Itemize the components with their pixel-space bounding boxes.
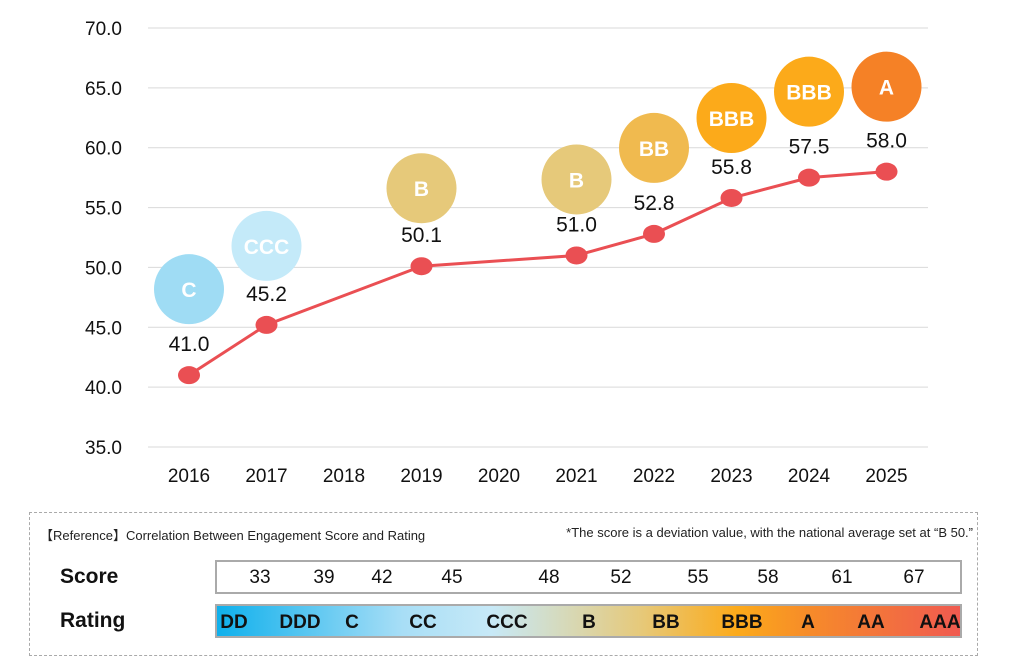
rating-bubble-label: CCC xyxy=(244,236,290,259)
rating-bubble-label: B xyxy=(569,169,584,192)
rating-value: A xyxy=(801,612,815,633)
data-point xyxy=(565,246,588,265)
score-value: 55 xyxy=(687,567,709,588)
rating-bubble-label: A xyxy=(879,77,894,100)
score-value: 67 xyxy=(903,567,925,588)
score-row-label: Score xyxy=(60,565,119,588)
score-value: 39 xyxy=(313,567,335,588)
rating-bubble-label: BB xyxy=(639,138,669,161)
data-point xyxy=(798,168,820,187)
score-value: 61 xyxy=(831,567,853,588)
x-tick-label: 2016 xyxy=(168,466,210,487)
score-value: 58 xyxy=(757,567,779,588)
rating-bubble-label: BBB xyxy=(786,82,832,105)
data-point xyxy=(720,188,743,207)
data-labels: 41.0 45.2 50.1 51.0 52.8 55.8 57.5 58.0 xyxy=(169,130,907,357)
y-tick-label: 35.0 xyxy=(85,438,122,459)
data-label: 52.8 xyxy=(634,192,675,215)
score-value: 52 xyxy=(610,567,632,588)
score-value: 45 xyxy=(441,567,463,588)
score-value: 48 xyxy=(538,567,560,588)
rating-value: C xyxy=(345,612,359,633)
x-tick-label: 2022 xyxy=(633,466,675,487)
rating-bubble-label: C xyxy=(181,279,196,302)
x-tick-label: 2025 xyxy=(865,466,907,487)
y-tick-label: 60.0 xyxy=(85,139,122,160)
rating-value: B xyxy=(582,612,596,633)
x-tick-label: 2024 xyxy=(788,466,831,487)
rating-value: DD xyxy=(220,612,248,633)
score-value: 33 xyxy=(249,567,271,588)
y-tick-label: 45.0 xyxy=(85,318,122,339)
rating-bubble xyxy=(851,51,922,122)
line-chart: 70.065.060.055.050.045.040.035.0 2016 201… xyxy=(85,19,928,487)
rating-value: BBB xyxy=(721,612,763,633)
rating-bubble xyxy=(154,254,224,325)
x-tick-label: 2018 xyxy=(323,466,365,487)
rating-bubble xyxy=(696,82,767,153)
y-tick-label: 70.0 xyxy=(85,19,122,40)
score-series xyxy=(178,162,898,385)
x-axis-ticks: 2016 2017 2018 2019 2020 2021 2022 2023 2024 2025 xyxy=(168,466,908,487)
data-label: 50.1 xyxy=(401,224,442,247)
data-label: 57.5 xyxy=(789,136,830,159)
rating-value: BB xyxy=(652,612,680,633)
data-label: 51.0 xyxy=(556,213,597,236)
y-tick-label: 40.0 xyxy=(85,378,122,399)
rating-gradient-bar: DD DDD C CC CCC B BB BBB A AA AAA xyxy=(215,604,962,638)
rating-value: AAA xyxy=(919,612,961,633)
rating-value: CCC xyxy=(486,612,528,633)
reference-panel: 【Reference】Correlation Between Engagemen… xyxy=(29,512,978,656)
rating-value: DDD xyxy=(279,612,321,633)
y-tick-label: 65.0 xyxy=(85,79,122,100)
x-tick-label: 2017 xyxy=(245,466,287,487)
x-tick-label: 2023 xyxy=(710,466,752,487)
rating-bubble xyxy=(231,210,302,281)
y-tick-label: 55.0 xyxy=(85,199,122,220)
data-point xyxy=(875,162,898,181)
data-label: 45.2 xyxy=(246,283,287,306)
reference-title: 【Reference】Correlation Between Engagemen… xyxy=(40,528,426,543)
rating-bubble-label: B xyxy=(414,178,429,201)
rating-bubble-label: BBB xyxy=(709,108,755,131)
score-value: 42 xyxy=(371,567,393,588)
data-point xyxy=(178,366,200,385)
reference-note: *The score is a deviation value, with th… xyxy=(566,525,973,540)
rating-bubble xyxy=(386,153,457,224)
y-axis-ticks: 70.0 65.0 60.0 55.0 50.0 45.0 40.0 35.0 xyxy=(85,19,122,459)
data-point xyxy=(410,257,433,276)
data-label: 55.8 xyxy=(711,156,752,179)
data-point xyxy=(643,224,665,243)
data-label: 41.0 xyxy=(169,333,210,356)
x-tick-label: 2020 xyxy=(478,466,520,487)
x-tick-label: 2021 xyxy=(555,466,597,487)
rating-bubble xyxy=(619,112,689,183)
series-line xyxy=(188,170,887,377)
score-scale-bar: 33 39 42 45 48 52 55 58 61 67 xyxy=(215,560,962,594)
data-label: 58.0 xyxy=(866,130,907,153)
rating-value: CC xyxy=(409,612,437,633)
rating-value: AA xyxy=(857,612,885,633)
rating-bubble xyxy=(774,56,844,127)
rating-row-label: Rating xyxy=(60,609,126,632)
y-tick-label: 50.0 xyxy=(85,258,122,279)
rating-bubble xyxy=(541,144,612,215)
data-point xyxy=(255,315,278,334)
x-tick-label: 2019 xyxy=(400,466,442,487)
